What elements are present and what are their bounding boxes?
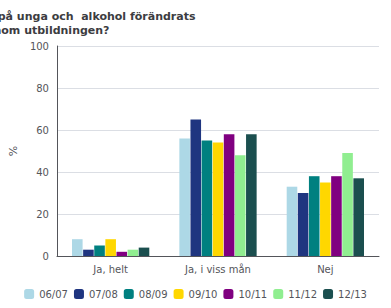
svg-text:09/10: 09/10 <box>189 289 218 300</box>
svg-text:07/08: 07/08 <box>89 289 118 300</box>
svg-text:Ja, i viss mån: Ja, i viss mån <box>184 263 251 275</box>
svg-text:60: 60 <box>36 125 49 136</box>
svg-text:80: 80 <box>36 83 49 94</box>
svg-text:Har ditt synsätt på unga och: Har ditt synsätt på unga och alkohol för… <box>0 10 196 23</box>
svg-text:40: 40 <box>36 167 49 178</box>
svg-text:100: 100 <box>30 41 49 52</box>
svg-text:Ja, helt: Ja, helt <box>92 264 128 275</box>
svg-text:genom utbildningen?: genom utbildningen? <box>0 24 110 37</box>
svg-text:%: % <box>7 146 20 156</box>
svg-text:08/09: 08/09 <box>139 289 168 300</box>
svg-text:Nej: Nej <box>317 264 333 275</box>
svg-text:20: 20 <box>36 209 49 220</box>
svg-text:12/13: 12/13 <box>338 289 367 300</box>
svg-text:11/12: 11/12 <box>288 289 317 300</box>
svg-text:0: 0 <box>43 251 49 262</box>
svg-text:10/11: 10/11 <box>238 289 267 300</box>
svg-text:06/07: 06/07 <box>39 289 68 300</box>
